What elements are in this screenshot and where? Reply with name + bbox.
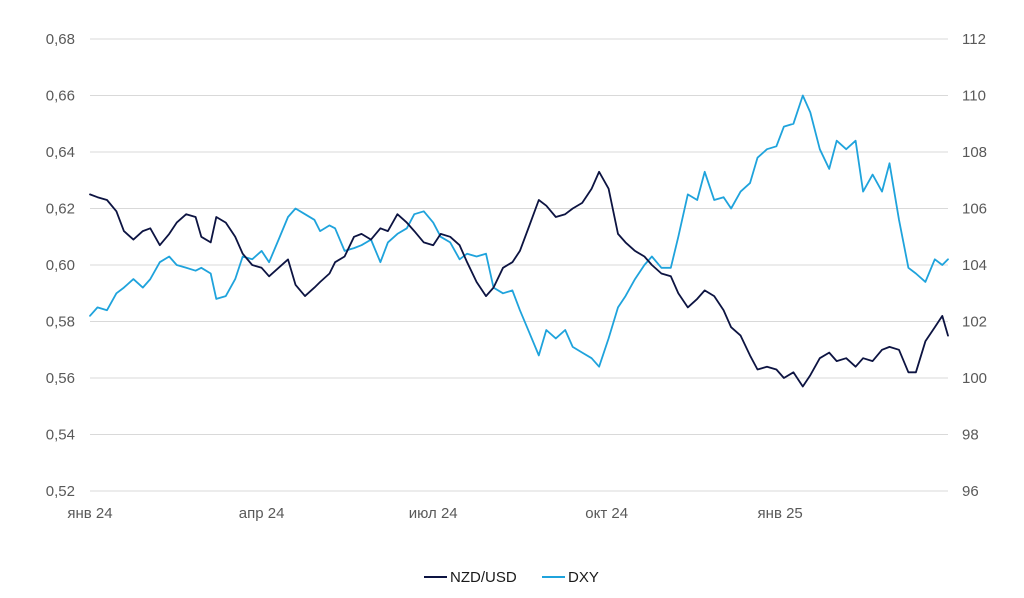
right-tick-label: 98: [962, 427, 979, 444]
right-tick-label: 100: [962, 370, 987, 387]
x-tick-label: июл 24: [409, 505, 458, 522]
legend-label-nzdusd: NZD/USD: [450, 569, 517, 586]
series-lines: [89, 94, 949, 388]
gridlines: [90, 38, 948, 492]
left-tick-label: 0,54: [46, 427, 75, 444]
right-tick-label: 112: [962, 31, 986, 48]
right-tick-label: 102: [962, 314, 987, 331]
right-tick-label: 96: [962, 483, 979, 500]
left-tick-label: 0,60: [46, 257, 75, 274]
right-tick-label: 106: [962, 201, 987, 218]
x-tick-label: янв 24: [67, 505, 112, 522]
left-y-axis: 0,52 0,54 0,56 0,58 0,60 0,62 0,64 0,66 0,68: [46, 31, 75, 500]
left-tick-label: 0,56: [46, 370, 75, 387]
legend-label-dxy: DXY: [568, 569, 599, 586]
right-tick-label: 104: [962, 257, 987, 274]
left-tick-label: 0,62: [46, 201, 75, 218]
left-tick-label: 0,66: [46, 88, 75, 105]
left-tick-label: 0,68: [46, 31, 75, 48]
x-axis: янв 24 апр 24 июл 24 окт 24 янв 25: [67, 505, 802, 522]
right-tick-label: 110: [962, 88, 986, 105]
x-tick-label: янв 25: [758, 505, 803, 522]
right-tick-label: 108: [962, 144, 987, 161]
series-line-dxy: [89, 94, 949, 368]
legend: NZD/USD DXY: [424, 569, 599, 586]
left-tick-label: 0,58: [46, 314, 75, 331]
left-tick-label: 0,64: [46, 144, 75, 161]
right-y-axis: 96 98 100 102 104 106 108 110 112: [962, 31, 987, 500]
series-line-nzdusd: [89, 170, 949, 388]
x-tick-label: окт 24: [585, 505, 628, 522]
x-tick-label: апр 24: [239, 505, 285, 522]
left-tick-label: 0,52: [46, 483, 75, 500]
